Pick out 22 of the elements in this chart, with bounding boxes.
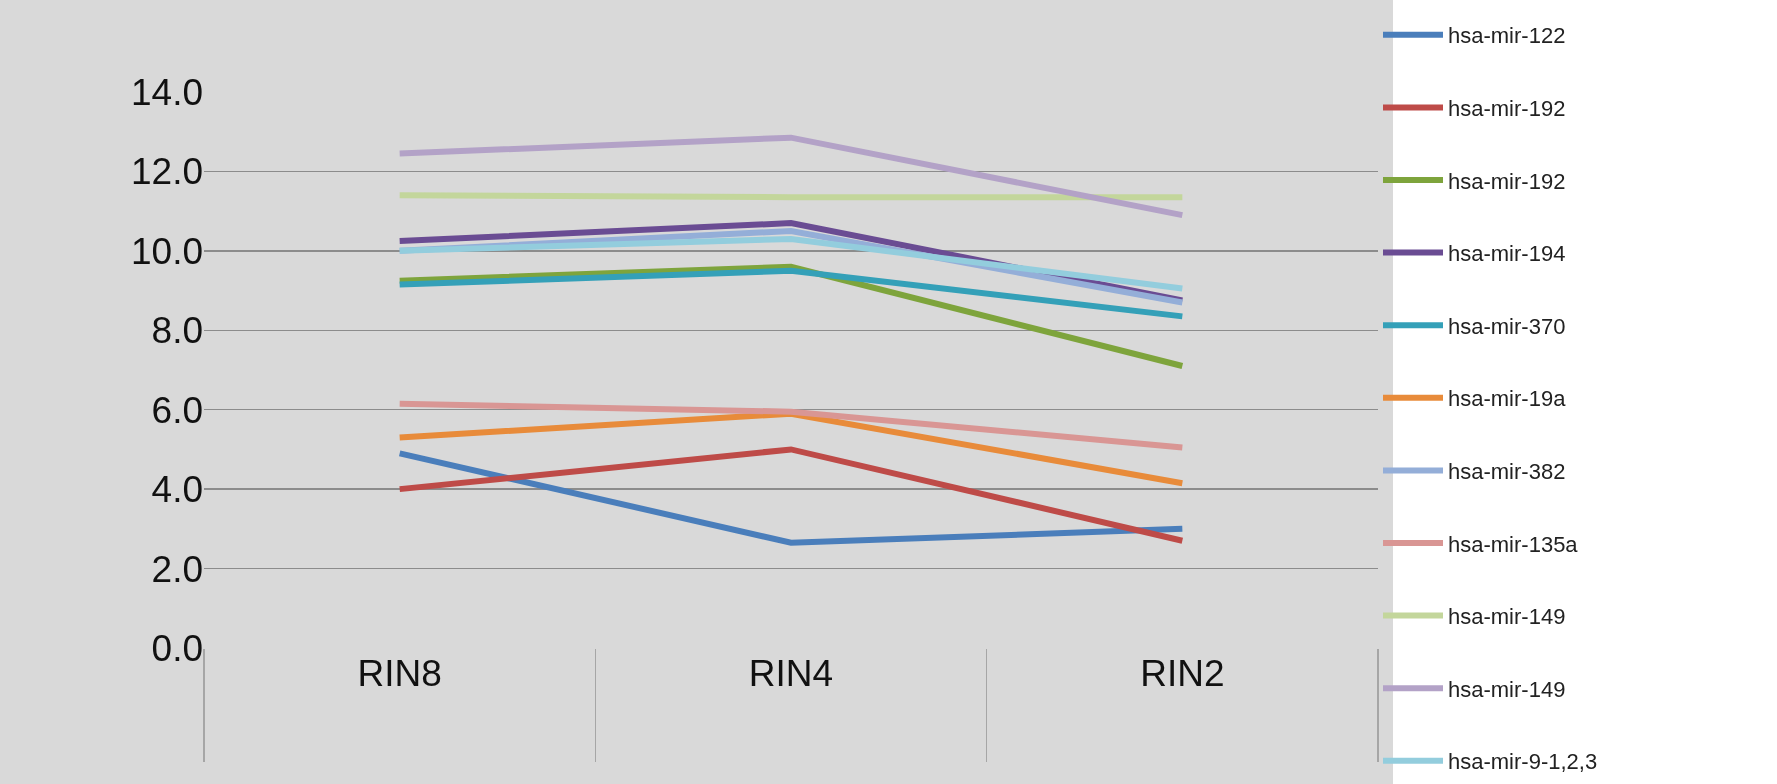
legend-label: hsa-mir-9-1,2,3 — [1448, 749, 1598, 775]
legend-label: hsa-mir-149 — [1448, 676, 1566, 702]
legend-label: hsa-mir-370 — [1448, 313, 1566, 339]
legend-label: hsa-mir-192 — [1448, 95, 1566, 121]
legend-label: hsa-mir-192 — [1448, 168, 1566, 194]
x-tick-label: RIN4 — [748, 653, 834, 694]
legend-label: hsa-mir-149 — [1448, 604, 1566, 630]
legend-label: hsa-mir-382 — [1448, 458, 1566, 484]
x-tick-label: RIN2 — [1140, 653, 1225, 694]
x-tick-label: RIN8 — [357, 653, 442, 694]
y-tick-label: 8.0 — [151, 310, 203, 352]
y-tick-label: 0.0 — [151, 627, 203, 669]
legend-label: hsa-mir-19a — [1448, 386, 1567, 412]
legend-label: hsa-mir-194 — [1448, 241, 1566, 267]
y-tick-label: 14.0 — [130, 71, 203, 113]
y-tick-label: 2.0 — [151, 548, 203, 590]
legend-label: hsa-mir-135a — [1448, 531, 1579, 557]
y-tick-label: 12.0 — [130, 151, 203, 193]
legend-label: hsa-mir-122 — [1448, 23, 1566, 49]
y-tick-label: 6.0 — [151, 389, 203, 431]
y-tick-label: 10.0 — [130, 230, 203, 272]
y-tick-label: 4.0 — [151, 469, 203, 511]
